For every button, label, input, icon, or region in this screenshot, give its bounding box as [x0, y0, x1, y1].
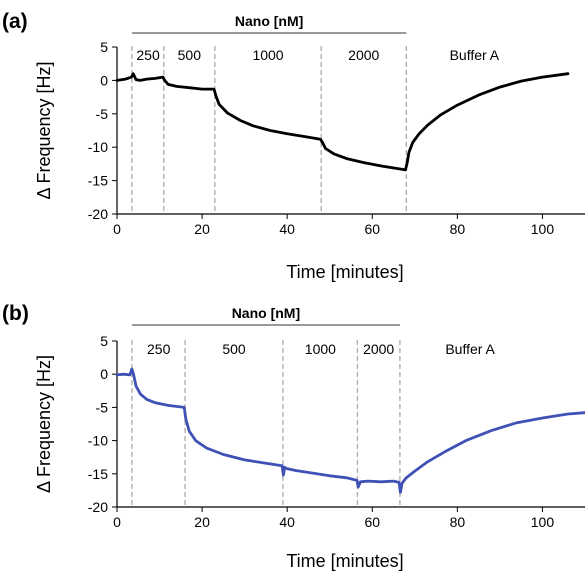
panel-b-y-tick-label: -15: [88, 466, 108, 482]
panel-b-x-tick-label: 40: [279, 514, 295, 530]
panel-a-annotation: 500: [178, 47, 202, 63]
panel-a-annotation: 2000: [348, 47, 379, 63]
panel-b-annotation: 250: [147, 341, 171, 357]
panel-a-y-tick-label: 0: [100, 72, 108, 88]
panel-a-y-tick-label: -20: [88, 206, 108, 222]
panel-b-x-tick-label: 100: [531, 514, 555, 530]
panel-b-x-tick-label: 0: [113, 514, 121, 530]
panel-a-x-tick-label: 20: [194, 221, 210, 237]
panel-a-x-tick-label: 40: [279, 221, 295, 237]
panel-a-y-tick-label: -15: [88, 173, 108, 189]
panel-b-annotation: Buffer A: [445, 341, 495, 357]
panel-b-y-tick-label: -5: [96, 399, 109, 415]
panel-b-x-axis-title: Time [minutes]: [286, 551, 403, 571]
panel-b-bracket-title: Nano [nM]: [232, 305, 300, 321]
panel-a-y-axis-title: Δ Frequency [Hz]: [34, 61, 54, 199]
panel-a-y-tick-label: -5: [96, 106, 109, 122]
panel-b-x-tick-label: 60: [364, 514, 380, 530]
panel-a-x-tick-label: 100: [531, 221, 555, 237]
panel-a-x-tick-label: 60: [364, 221, 380, 237]
panel-a-annotation: Buffer A: [450, 47, 500, 63]
panel-a-bracket-title: Nano [nM]: [235, 13, 303, 29]
panel-b-label: (b): [2, 302, 29, 325]
panel-a-x-tick-label: 0: [113, 221, 121, 237]
panel-b-x-tick-label: 80: [450, 514, 466, 530]
panel-a-annotation: 250: [136, 47, 160, 63]
panel-b-y-tick-label: 0: [100, 366, 108, 382]
panel-a-x-tick-label: 80: [450, 221, 466, 237]
panel-b-annotation: 500: [222, 341, 246, 357]
panel-b-x-tick-label: 20: [194, 514, 210, 530]
panel-b-y-axis-title: Δ Frequency [Hz]: [34, 355, 54, 493]
panel-a-y-tick-label: 5: [100, 39, 108, 55]
panel-a-y-tick-label: -10: [88, 139, 108, 155]
panel-b-annotation: 1000: [305, 341, 336, 357]
panel-a-series-line: [115, 72, 570, 172]
panel-b-y-tick-label: -20: [88, 499, 108, 515]
panel-a-annotation: 1000: [252, 47, 283, 63]
panel-b-y-tick-label: -10: [88, 433, 108, 449]
panel-a-label: (a): [2, 10, 28, 33]
panel-b-y-tick-label: 5: [100, 333, 108, 349]
panel-b-series-line: [115, 367, 585, 494]
panel-a-x-axis-title: Time [minutes]: [286, 262, 403, 282]
panel-b-annotation: 2000: [363, 341, 394, 357]
